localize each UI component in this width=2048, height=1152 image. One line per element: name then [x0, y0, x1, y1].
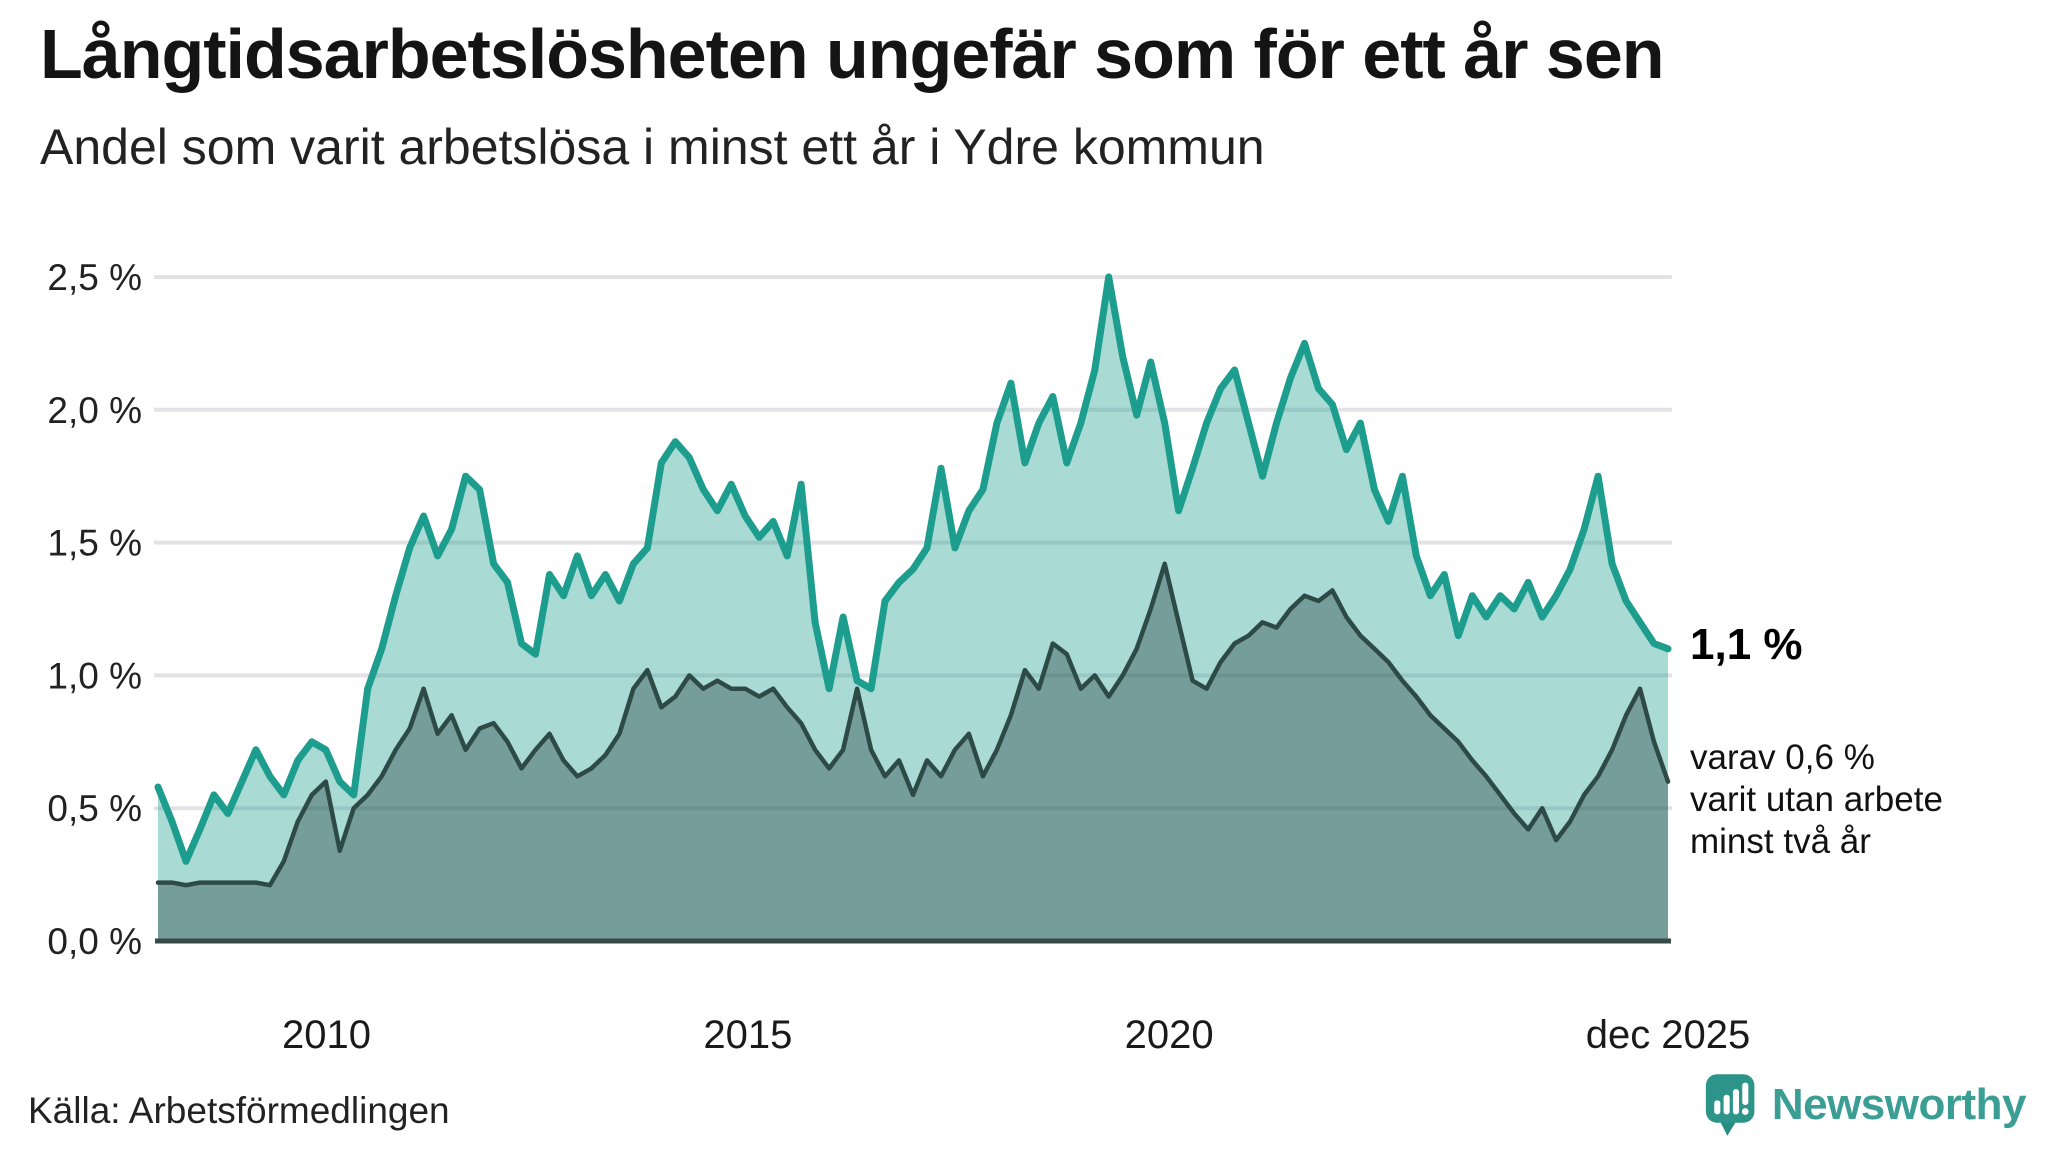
y-tick-label: 0,5 %: [47, 788, 142, 829]
page-subtitle: Andel som varit arbetslösa i minst ett å…: [40, 119, 1265, 175]
area-fill-one-year: [158, 277, 1668, 941]
newsworthy-logo: Newsworthy: [1704, 1072, 2027, 1138]
annotation-line-1: varav 0,6 %: [1690, 738, 1875, 777]
end-value-label-two-years: varav 0,6 % varit utan arbete minst två …: [1690, 737, 1943, 863]
source-attribution: Källa: Arbetsförmedlingen: [28, 1090, 450, 1131]
x-tick-label: 2015: [703, 1013, 792, 1057]
y-tick-label: 2,0 %: [47, 390, 142, 431]
annotation-line-2: varit utan arbete: [1690, 780, 1943, 819]
y-tick-label: 2,5 %: [47, 257, 142, 298]
y-tick-label: 1,5 %: [47, 523, 142, 564]
newsworthy-speech-bubble-icon: [1705, 1074, 1755, 1136]
page-title: Långtidsarbetslösheten ungefär som för e…: [40, 15, 1665, 93]
newsworthy-logo-text: Newsworthy: [1771, 1080, 2027, 1129]
y-tick-label: 0,0 %: [47, 921, 142, 962]
x-tick-label: 2010: [282, 1013, 371, 1057]
x-tick-label: dec 2025: [1586, 1013, 1751, 1057]
end-value-label-one-year: 1,1 %: [1690, 620, 1803, 669]
annotation-line-3: minst två år: [1690, 822, 1871, 861]
area-fill-two-years: [158, 563, 1668, 941]
line-one-year: [154, 273, 1672, 865]
y-tick-label: 1,0 %: [47, 655, 142, 696]
x-tick-label: 2020: [1125, 1013, 1214, 1057]
line-two-years: [155, 561, 1671, 888]
